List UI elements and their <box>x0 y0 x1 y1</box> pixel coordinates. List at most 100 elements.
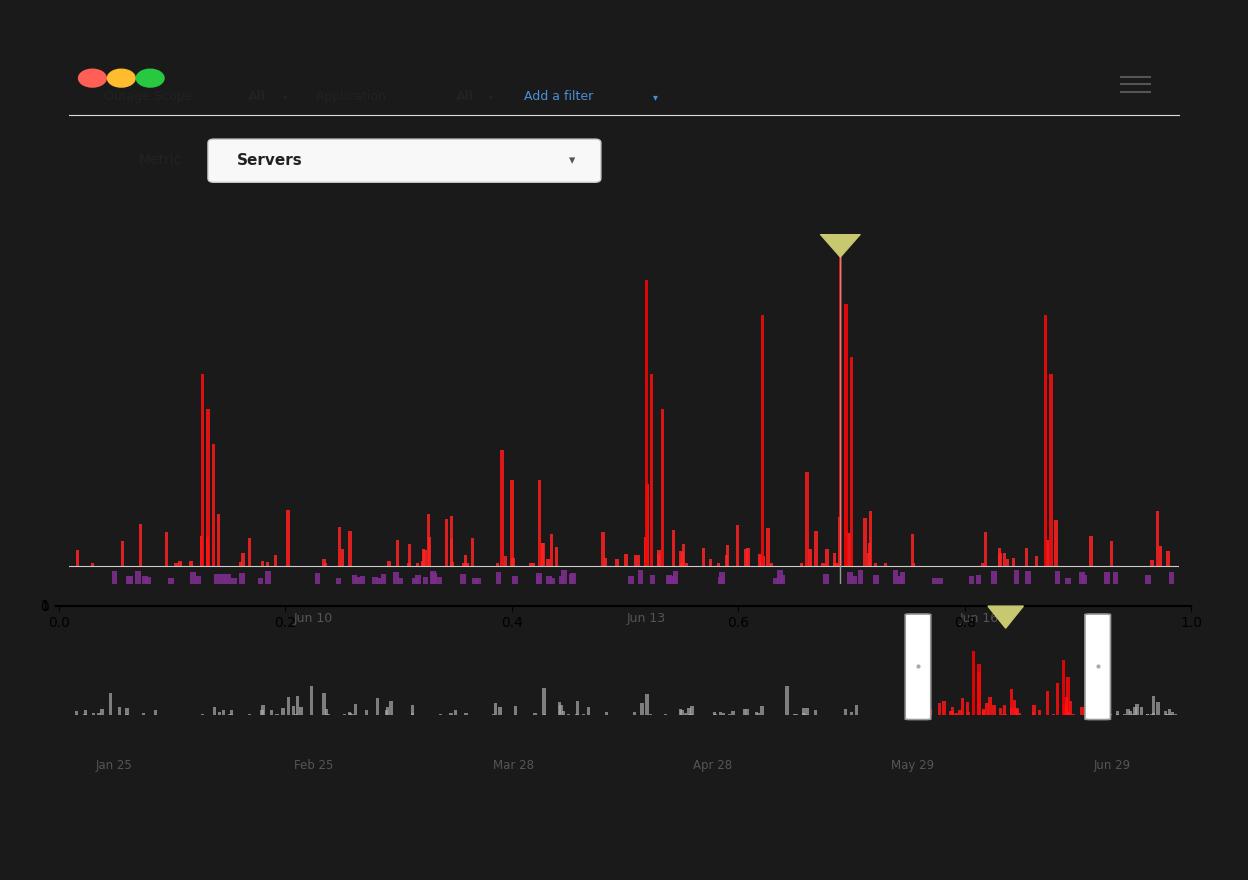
Bar <box>671 530 675 567</box>
Bar <box>1123 714 1126 715</box>
Bar <box>1046 539 1048 567</box>
Bar <box>396 540 399 567</box>
Bar <box>411 705 414 715</box>
Bar <box>1116 714 1119 715</box>
Bar <box>832 553 836 567</box>
Bar <box>372 577 378 583</box>
Bar <box>121 541 125 567</box>
Text: Feb 25: Feb 25 <box>293 759 333 773</box>
Bar <box>338 527 341 567</box>
Bar <box>217 514 220 567</box>
Bar <box>821 563 825 567</box>
Bar <box>1127 708 1129 715</box>
Bar <box>850 712 854 715</box>
Bar <box>567 714 570 715</box>
Bar <box>446 519 448 567</box>
Bar <box>1139 707 1143 715</box>
Bar <box>76 550 80 567</box>
Bar <box>510 480 514 567</box>
Bar <box>381 574 387 583</box>
Bar <box>1010 708 1013 715</box>
Text: ▾: ▾ <box>569 154 575 167</box>
Bar <box>725 555 728 567</box>
Bar <box>213 707 216 715</box>
Bar <box>1151 560 1153 567</box>
Bar <box>1065 698 1068 715</box>
Bar <box>296 696 300 715</box>
Bar <box>168 578 173 583</box>
Bar <box>230 714 233 715</box>
Bar <box>982 709 985 715</box>
Bar <box>801 708 805 715</box>
Bar <box>1037 710 1041 715</box>
Bar <box>1116 711 1119 715</box>
Bar <box>834 563 836 567</box>
Bar <box>983 532 987 567</box>
FancyBboxPatch shape <box>1085 614 1111 720</box>
Bar <box>721 714 725 715</box>
Bar <box>1133 708 1137 715</box>
Bar <box>423 550 427 567</box>
Bar <box>261 710 263 715</box>
Bar <box>472 578 478 583</box>
Bar <box>533 713 537 715</box>
Bar <box>1108 714 1112 715</box>
Bar <box>300 707 303 715</box>
Bar <box>709 559 711 567</box>
Bar <box>1091 714 1094 715</box>
Bar <box>322 559 326 567</box>
Bar <box>1050 374 1053 567</box>
Bar <box>690 714 694 715</box>
Bar <box>500 450 504 567</box>
Bar <box>844 709 847 715</box>
Bar <box>276 714 278 715</box>
Bar <box>248 538 251 567</box>
Bar <box>864 517 866 567</box>
Bar <box>178 561 182 567</box>
Bar <box>1151 714 1153 715</box>
Bar <box>919 699 922 715</box>
Bar <box>1068 700 1072 715</box>
Bar <box>633 712 636 715</box>
Bar <box>644 280 648 567</box>
Bar <box>1098 709 1102 715</box>
Bar <box>719 572 725 583</box>
Bar <box>146 576 151 583</box>
Bar <box>1163 711 1167 715</box>
Bar <box>1003 554 1006 567</box>
Bar <box>714 714 716 715</box>
Bar <box>673 571 678 583</box>
Bar <box>439 714 442 715</box>
Bar <box>814 532 817 567</box>
Bar <box>951 708 953 715</box>
Bar <box>1090 536 1092 567</box>
Bar <box>684 714 686 715</box>
Bar <box>1068 714 1072 715</box>
Bar <box>348 712 351 715</box>
Bar <box>270 710 273 715</box>
Bar <box>512 576 518 583</box>
Bar <box>850 356 854 567</box>
Bar <box>366 710 368 715</box>
Bar <box>287 510 290 567</box>
Bar <box>1071 714 1075 715</box>
Bar <box>1111 541 1113 567</box>
Text: All: All <box>457 91 474 103</box>
Bar <box>1094 697 1098 715</box>
Bar <box>1025 548 1028 567</box>
Bar <box>348 531 352 567</box>
Bar <box>1129 712 1132 715</box>
Bar <box>422 549 426 567</box>
Bar <box>942 701 946 715</box>
Bar <box>605 712 608 715</box>
Bar <box>955 714 958 715</box>
Bar <box>377 578 382 583</box>
Bar <box>804 714 807 715</box>
Bar <box>155 710 157 715</box>
Bar <box>206 537 208 567</box>
Bar <box>1081 708 1083 715</box>
Bar <box>1013 570 1020 583</box>
Bar <box>1146 575 1151 583</box>
Bar <box>716 563 720 567</box>
Bar <box>549 534 553 567</box>
